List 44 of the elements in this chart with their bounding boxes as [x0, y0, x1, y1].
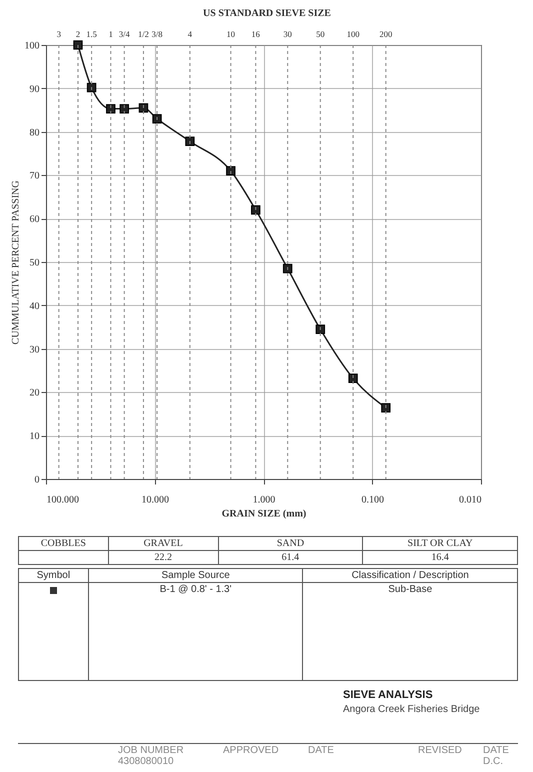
y-tick-label: 10: [30, 431, 40, 442]
text: 200: [379, 29, 392, 39]
text: APPROVED: [223, 745, 279, 756]
y-tick-label: 80: [30, 127, 40, 138]
y-tick-label: 70: [30, 170, 40, 182]
text: 50: [316, 29, 325, 39]
y-tick-label: 20: [30, 388, 40, 399]
text: 4308080010: [118, 756, 174, 767]
text: 1/2: [138, 29, 149, 39]
text: 1.5: [86, 29, 97, 39]
x-tick-label: 10.000: [142, 494, 169, 506]
y-axis-title: CUMMULATIVE PERCENT PASSING: [10, 180, 22, 344]
y-tick-label: 100: [24, 40, 40, 52]
y-tick-label: 40: [30, 300, 40, 312]
text: 3/4: [118, 29, 130, 39]
sample-table: Symbol Sample Source Classification / Description B-1 @ 0.8' - 1.3' Sub-Base: [18, 568, 518, 681]
text: JOB NUMBER: [118, 745, 184, 756]
text: DATE: [308, 745, 334, 756]
text: 3/8: [152, 29, 162, 39]
y-tick-label: 30: [30, 344, 40, 356]
text: 30: [283, 29, 292, 39]
x-axis-title: GRAIN SIZE (mm): [222, 508, 306, 520]
text: 3: [56, 29, 61, 39]
text: SIEVE ANALYSIS: [343, 689, 433, 701]
y-tick-label: 50: [30, 258, 40, 268]
text: 100: [346, 29, 360, 39]
x-tick-label: 100.000: [46, 494, 79, 506]
fraction-table: COBBLES GRAVEL SAND SILT OR CLAY 22.2 61.4 16.4: [18, 536, 518, 565]
text: 10: [226, 29, 236, 39]
x-tick-label: 1.000: [252, 494, 276, 506]
text: 1: [108, 29, 113, 39]
text: Angora Creek Fisheries Bridge: [343, 704, 480, 715]
text: D.C.: [483, 756, 503, 767]
text: US STANDARD SIEVE SIZE: [202, 8, 332, 19]
x-tick-label: 0.010: [459, 494, 482, 506]
text: 4: [188, 29, 193, 39]
text: 16: [251, 29, 260, 39]
y-tick-label: 0: [34, 474, 40, 486]
y-tick-label: 60: [30, 214, 40, 226]
x-tick-label: 0.100: [362, 494, 384, 506]
y-tick-label: 90: [30, 84, 40, 95]
text: DATE: [483, 745, 509, 756]
text: 2: [76, 29, 80, 39]
text: REVISED: [418, 745, 462, 756]
